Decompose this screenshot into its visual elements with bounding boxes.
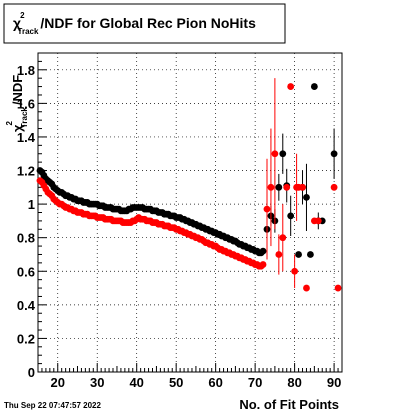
data-points — [36, 78, 342, 292]
timestamp: Thu Sep 22 07:47:57 2022 — [4, 401, 101, 410]
data-point — [330, 183, 338, 191]
data-point — [287, 212, 295, 220]
x-tick-label: 80 — [287, 375, 301, 390]
data-point — [275, 183, 283, 191]
x-tick-label: 60 — [208, 375, 222, 390]
data-point — [259, 261, 267, 268]
data-point — [259, 247, 267, 255]
y-tick-label: 0 — [28, 365, 35, 380]
data-point — [303, 284, 310, 292]
data-point — [279, 150, 287, 158]
data-point — [283, 183, 291, 191]
data-point — [314, 217, 322, 225]
y-axis-title: χ2 Track/NDF — [5, 75, 29, 132]
y-tick-label: 1.4 — [17, 130, 36, 145]
y-tick-label: 1.8 — [17, 63, 35, 78]
y-tick-labels: 0 0.2 0.4 0.6 0.8 1 1.2 1.4 1.6 1.8 — [17, 63, 36, 380]
y-tick-label: 1.6 — [17, 96, 35, 111]
x-tick-label: 70 — [248, 375, 262, 390]
x-tick-label: 20 — [51, 375, 65, 390]
y-tick-label: 1 — [28, 197, 35, 212]
y-tick-label: 0.6 — [17, 264, 35, 279]
data-point — [279, 234, 287, 242]
y-tick-label: 0.2 — [17, 331, 35, 346]
data-point — [307, 251, 314, 258]
data-point — [310, 83, 318, 90]
data-point — [299, 183, 306, 191]
series-red — [36, 78, 342, 292]
y-tick-label: 0.8 — [17, 231, 35, 246]
x-tick-label: 50 — [169, 375, 183, 390]
title-box: χ2 Track/NDF for Global Rec Pion NoHits — [3, 3, 286, 44]
x-tick-label: 30 — [90, 375, 104, 390]
series-black — [36, 83, 338, 258]
data-point — [263, 205, 271, 213]
data-point — [267, 183, 275, 191]
y-tick-label: 1.2 — [17, 164, 35, 179]
data-point — [291, 267, 299, 275]
data-point — [334, 284, 342, 292]
data-point — [275, 251, 283, 258]
y-tick-label: 0.4 — [17, 298, 36, 313]
x-axis-title: No. of Fit Points — [239, 397, 339, 412]
data-point — [330, 150, 338, 158]
chart-title: χ2 Track/NDF for Global Rec Pion NoHits — [13, 11, 256, 36]
x-tick-labels: 20 30 40 50 60 70 80 90 — [51, 375, 342, 390]
x-tick-label: 40 — [129, 375, 143, 390]
data-point — [303, 193, 310, 201]
data-point — [287, 83, 295, 90]
x-tick-label: 90 — [327, 375, 341, 390]
data-point — [271, 150, 279, 158]
axis-ticks — [38, 60, 339, 373]
data-point — [295, 251, 302, 258]
